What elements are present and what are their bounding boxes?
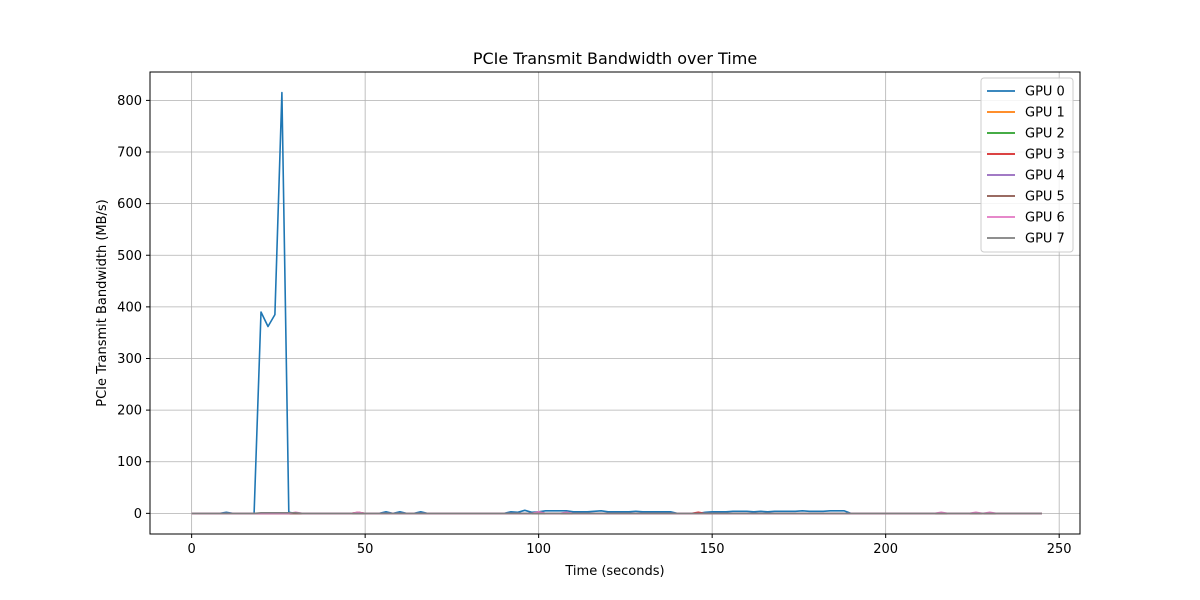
legend-label: GPU 5 [1025, 190, 1065, 205]
y-axis-label: PCIe Transmit Bandwidth (MB/s) [95, 199, 110, 407]
legend-label: GPU 2 [1025, 127, 1065, 142]
x-tick-label: 0 [188, 542, 196, 557]
x-tick-label: 250 [1047, 542, 1072, 557]
legend-label: GPU 6 [1025, 211, 1065, 226]
series-lines [191, 91, 1042, 515]
chart-title: PCIe Transmit Bandwidth over Time [473, 49, 757, 68]
x-tick-label: 200 [873, 542, 898, 557]
y-tick-label: 100 [117, 455, 142, 470]
y-tick-label: 700 [117, 146, 142, 161]
y-tick-label: 0 [134, 507, 142, 522]
x-axis-label: Time (seconds) [564, 564, 664, 579]
grid [150, 72, 1080, 534]
legend-label: GPU 7 [1025, 232, 1065, 247]
legend-label: GPU 3 [1025, 148, 1065, 163]
series-line-gpu-0 [191, 91, 1042, 515]
legend-box [980, 77, 1074, 253]
plot-area-frame [149, 71, 1081, 535]
x-tick-label: 150 [700, 542, 725, 557]
y-tick-label: 300 [117, 352, 142, 367]
x-tick-label: 100 [526, 542, 551, 557]
y-axis-ticks: 0 100 200 300 400 500 600 700 800 [117, 94, 150, 522]
y-tick-label: 400 [117, 300, 142, 315]
x-tick-label: 50 [357, 542, 374, 557]
legend: GPU 0 GPU 1 GPU 2 GPU 3 GPU 4 GPU 5 GPU 6 GPU 7 [980, 77, 1074, 253]
y-tick-label: 500 [117, 249, 142, 264]
x-axis-ticks: 0 50 100 150 200 250 [188, 534, 1072, 557]
legend-label: GPU 0 [1025, 85, 1065, 100]
y-tick-label: 600 [117, 197, 142, 212]
series-line-gpu-7 [191, 511, 1042, 515]
y-tick-label: 200 [117, 404, 142, 419]
legend-label: GPU 1 [1025, 106, 1065, 121]
y-tick-label: 800 [117, 94, 142, 109]
legend-label: GPU 4 [1025, 169, 1065, 184]
